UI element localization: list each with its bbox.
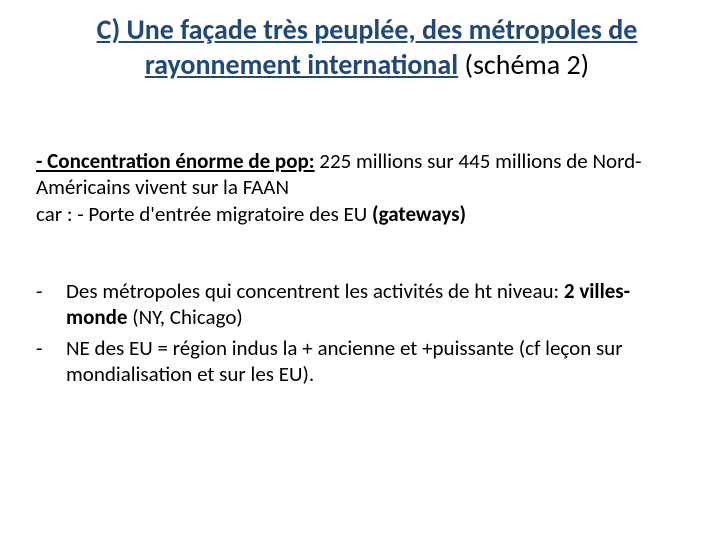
bullet-dash: -: [36, 335, 66, 388]
bullet-dash: -: [36, 278, 66, 331]
b1-pre: Des métropoles qui concentrent les activ…: [66, 278, 564, 304]
b1-post: (NY, Chicago): [127, 304, 242, 330]
list-item: - NE des EU = région indus la + ancienne…: [36, 335, 684, 388]
para1-line2-pre: car : - Porte d'entrée migratoire des EU: [36, 201, 372, 227]
paragraph-concentration: - Concentration énorme de pop: 225 milli…: [36, 148, 684, 227]
bullet-2-text: NE des EU = région indus la + ancienne e…: [66, 335, 684, 388]
slide-title: C) Une façade très peuplée, des métropol…: [54, 12, 680, 82]
list-item: - Des métropoles qui concentrent les act…: [36, 278, 684, 331]
para1-lead: - Concentration énorme de pop:: [36, 148, 315, 174]
bullet-list: - Des métropoles qui concentrent les act…: [36, 278, 684, 391]
bullet-1-text: Des métropoles qui concentrent les activ…: [66, 278, 684, 331]
para1-gateways: (gateways): [372, 201, 466, 227]
title-suffix: (schéma 2): [458, 47, 589, 82]
slide: C) Une façade très peuplée, des métropol…: [0, 0, 720, 540]
